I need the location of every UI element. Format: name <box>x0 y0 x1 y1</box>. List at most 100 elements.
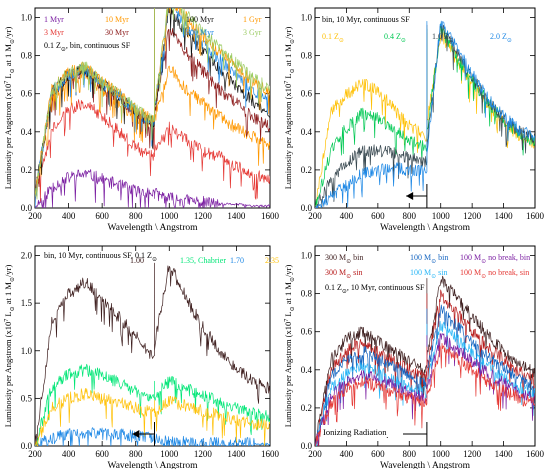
legend-entry-text: 1.0 Z <box>432 32 449 41</box>
y-axis-label-unit: /yr) <box>283 265 293 277</box>
arrow-label-bg <box>321 425 403 437</box>
legend-entry-sub: ⊙ <box>449 38 454 44</box>
y-axis-label-exp: 7 <box>4 81 10 84</box>
panel-annotation-text: 0.1 Z <box>44 41 61 50</box>
y-axis-label-unit: (x10 <box>283 322 293 338</box>
series-group <box>315 20 535 208</box>
series-group <box>315 275 535 446</box>
y-axis-label-sun: ⊙ <box>10 277 16 282</box>
y-tick-label: 0.0 <box>21 441 33 451</box>
panel-annotation: 0.1 Z⊙, bin, continuous SF <box>44 41 131 53</box>
x-tick-label: 1400 <box>495 449 514 459</box>
y-axis-label-sun: ⊙ <box>10 306 16 311</box>
y-axis-label-exp: 7 <box>284 81 290 84</box>
x-tick-label: 1200 <box>463 449 482 459</box>
y-axis-label-unit: /yr) <box>3 265 13 277</box>
x-axis-label: Wavelength \ Angstrom <box>380 223 471 233</box>
y-axis-label: Luminosity per Angstrom (x107 L⊙ at 1 M⊙… <box>3 265 16 428</box>
legend-entry: 3 Gyr <box>243 28 262 37</box>
legend-entry: 100 M⊙ sin <box>410 268 448 280</box>
x-tick-label: 200 <box>28 449 42 459</box>
panel-annotation: bin, 10 Myr, continuous SF, 0.1 Z⊙ <box>44 251 157 263</box>
legend-entry-sub: ⊙ <box>481 259 486 265</box>
y-tick-label: 1.0 <box>301 251 313 261</box>
legend-entry-sub: ⊙ <box>346 274 351 280</box>
x-tick-label: 1000 <box>160 449 179 459</box>
legend-entry-text: 2.0 Z <box>490 32 507 41</box>
x-tick-label: 1000 <box>432 211 451 221</box>
y-axis-label-unit: L <box>283 311 293 318</box>
arrow-head <box>406 192 414 200</box>
y-axis-label-text: Luminosity per Angstrom <box>283 99 293 189</box>
legend-entry: 1 Gyr <box>243 15 262 24</box>
y-tick-label: 0.5 <box>21 393 33 403</box>
legend-entry-tail: sin <box>436 268 447 277</box>
series-line-7 <box>35 8 270 197</box>
legend-entry: 100 M⊙ no break, bin <box>460 253 530 265</box>
x-tick-label: 1600 <box>261 211 280 221</box>
series-line-1 <box>35 169 270 208</box>
y-axis-label-unit: (x10 <box>3 84 13 100</box>
y-axis-label-sun: ⊙ <box>10 68 16 73</box>
x-tick-label: 1600 <box>526 449 545 459</box>
arrow-head <box>132 430 140 438</box>
y-tick-label: 1.0 <box>21 346 33 356</box>
y-axis-label-text: Luminosity per Angstrom <box>283 337 293 427</box>
series-line-3 <box>315 24 535 208</box>
legend-entry-sub: ⊙ <box>401 38 406 44</box>
y-axis-label-unit: (x10 <box>283 84 293 100</box>
x-tick-label: 800 <box>129 211 143 221</box>
x-tick-label: 600 <box>371 449 385 459</box>
x-tick-label: 1600 <box>261 449 280 459</box>
legend-entry-sub: ⊙ <box>339 38 344 44</box>
series-line-4 <box>35 388 270 446</box>
x-tick-label: 200 <box>28 211 42 221</box>
y-tick-label: 0.2 <box>301 403 312 413</box>
y-axis-label-unit: at 1 M <box>283 44 293 69</box>
y-axis-label-unit: at 1 M <box>3 282 13 307</box>
x-tick-label: 1400 <box>227 449 246 459</box>
panel-annotation: bin, 10 Myr, continuous SF <box>322 15 410 24</box>
plot-frame <box>314 245 536 447</box>
y-axis-label-unit: L <box>283 73 293 80</box>
series-line-3 <box>315 304 535 446</box>
legend-entry-sub: ⊙ <box>507 38 512 44</box>
panel-annotation-tail: , 10 Myr, continuous SF <box>347 283 425 292</box>
legend-entry-sub: ⊙ <box>481 274 486 280</box>
y-tick-label: 0.8 <box>21 51 33 61</box>
x-axis-label: Wavelength \ Angstrom <box>380 461 471 469</box>
y-axis-label-sun: ⊙ <box>10 39 16 44</box>
panel-annotation: 0.1 Z⊙, 10 Myr, continuous SF <box>325 283 425 295</box>
legend-entry: 100 M⊙ no break, sin <box>460 268 529 280</box>
legend-entry: 0.1 Z⊙ <box>322 32 344 44</box>
x-tick-label: 1200 <box>463 211 482 221</box>
y-tick-label: 0.0 <box>301 203 313 213</box>
legend-entry-tail: bin <box>436 253 448 262</box>
panel-annotation-text: bin, 10 Myr, continuous SF, 0.1 Z <box>44 251 152 260</box>
x-tick-label: 400 <box>62 211 76 221</box>
x-tick-label: 600 <box>95 211 109 221</box>
legend-entry: 3 Myr <box>44 28 64 37</box>
series-line-3 <box>35 427 270 446</box>
legend-entry: 2.35 <box>265 256 279 265</box>
series-line-1 <box>315 275 535 446</box>
plot-frame <box>314 7 536 209</box>
panel-annotation-tail: , bin, continuous SF <box>66 41 131 50</box>
x-tick-label: 1400 <box>227 211 246 221</box>
legend-entry-text: 100 M <box>460 268 481 277</box>
panel-1: 200 400 600 800 1000 1200 1400 1600 0.0 0.2 0.4 0.6… <box>3 7 280 233</box>
series-line-2 <box>35 363 270 446</box>
legend-entry-tail: sin <box>351 268 362 277</box>
legend-entry-sub: ⊙ <box>431 259 436 265</box>
legend-entry: 1.70 <box>230 256 244 265</box>
plot-frame <box>34 245 271 447</box>
x-tick-label: 1000 <box>160 211 179 221</box>
y-tick-label: 0.4 <box>301 127 313 137</box>
legend-entry: 300 Myr <box>186 28 214 37</box>
panel-annotation-sub: ⊙ <box>152 257 157 263</box>
series-line-2 <box>315 23 535 208</box>
x-tick-label: 800 <box>403 211 417 221</box>
legend-entry-sub: ⊙ <box>431 274 436 280</box>
x-tick-label: 200 <box>308 211 322 221</box>
